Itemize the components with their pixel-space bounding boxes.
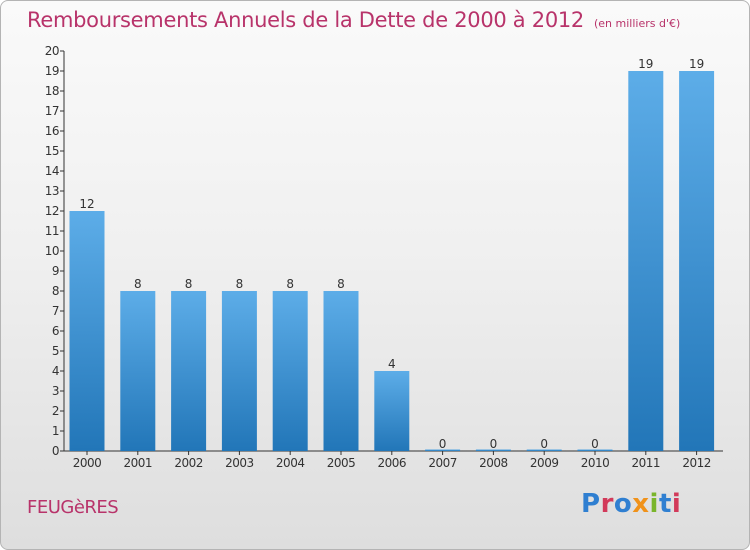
x-tick-label: 2003 [225, 456, 254, 470]
y-tick-label: 7 [52, 304, 59, 318]
y-tick-label: 15 [45, 144, 59, 158]
data-label: 8 [286, 277, 294, 291]
bar [272, 291, 308, 451]
bar [171, 291, 207, 451]
bar [679, 71, 715, 451]
x-tick-label: 2006 [378, 456, 407, 470]
y-tick-label: 3 [52, 384, 59, 398]
y-tick-label: 10 [45, 244, 59, 258]
x-tick-label: 2004 [276, 456, 305, 470]
x-tick-label: 2009 [530, 456, 559, 470]
data-label: 19 [638, 57, 653, 71]
x-tick-label: 2008 [479, 456, 508, 470]
chart-subtitle: (en milliers d'€) [594, 17, 681, 30]
data-label: 0 [439, 437, 447, 451]
y-tick-label: 1 [52, 424, 59, 438]
bar [69, 211, 105, 451]
bar [120, 291, 156, 451]
x-tick-label: 2007 [428, 456, 457, 470]
data-label: 8 [134, 277, 142, 291]
x-tick-label: 2011 [632, 456, 661, 470]
y-tick-label: 8 [52, 284, 59, 298]
y-tick-label: 5 [52, 344, 59, 358]
y-tick-label: 18 [45, 84, 59, 98]
x-tick-label: 2001 [124, 456, 153, 470]
y-tick-label: 17 [45, 104, 59, 118]
chart-title: Remboursements Annuels de la Dette de 20… [27, 8, 680, 32]
x-tick-label: 2010 [581, 456, 610, 470]
data-label: 4 [388, 357, 396, 371]
x-tick-label: 2012 [682, 456, 711, 470]
bar [628, 71, 664, 451]
data-label: 0 [540, 437, 548, 451]
data-label: 0 [490, 437, 498, 451]
data-label: 8 [236, 277, 244, 291]
data-label: 12 [79, 197, 94, 211]
y-tick-label: 6 [52, 324, 59, 338]
x-tick-label: 2005 [327, 456, 356, 470]
commune-name: FEUGèRES [27, 497, 119, 518]
y-tick-label: 9 [52, 264, 59, 278]
x-tick-label: 2002 [174, 456, 203, 470]
data-label: 19 [689, 57, 704, 71]
chart-labels: 2000 12 2001 8 2002 8 2003 8 2004 8 2005 8 2006 4 2007… [73, 57, 712, 470]
y-tick-label: 19 [45, 64, 59, 78]
bar [323, 291, 359, 451]
y-tick-label: 0 [52, 444, 59, 458]
bar [221, 291, 257, 451]
y-tick-label: 2 [52, 404, 59, 418]
bar [425, 449, 461, 451]
y-tick-label: 16 [45, 124, 59, 138]
bar [475, 449, 511, 451]
bar [374, 371, 410, 451]
data-label: 0 [591, 437, 599, 451]
y-tick-label: 4 [52, 364, 59, 378]
data-label: 8 [337, 277, 345, 291]
bar [526, 449, 562, 451]
y-tick-label: 13 [45, 184, 59, 198]
bar [577, 449, 613, 451]
y-tick-label: 20 [45, 44, 59, 58]
y-tick-label: 11 [45, 224, 59, 238]
y-tick-label: 12 [45, 204, 59, 218]
data-label: 8 [185, 277, 193, 291]
y-tick-label: 14 [45, 164, 59, 178]
x-tick-label: 2000 [73, 456, 102, 470]
proxiti-logo: Proxiti [581, 489, 682, 519]
chart-bars [69, 71, 715, 451]
chart-title-text: Remboursements Annuels de la Dette de 20… [27, 8, 584, 32]
